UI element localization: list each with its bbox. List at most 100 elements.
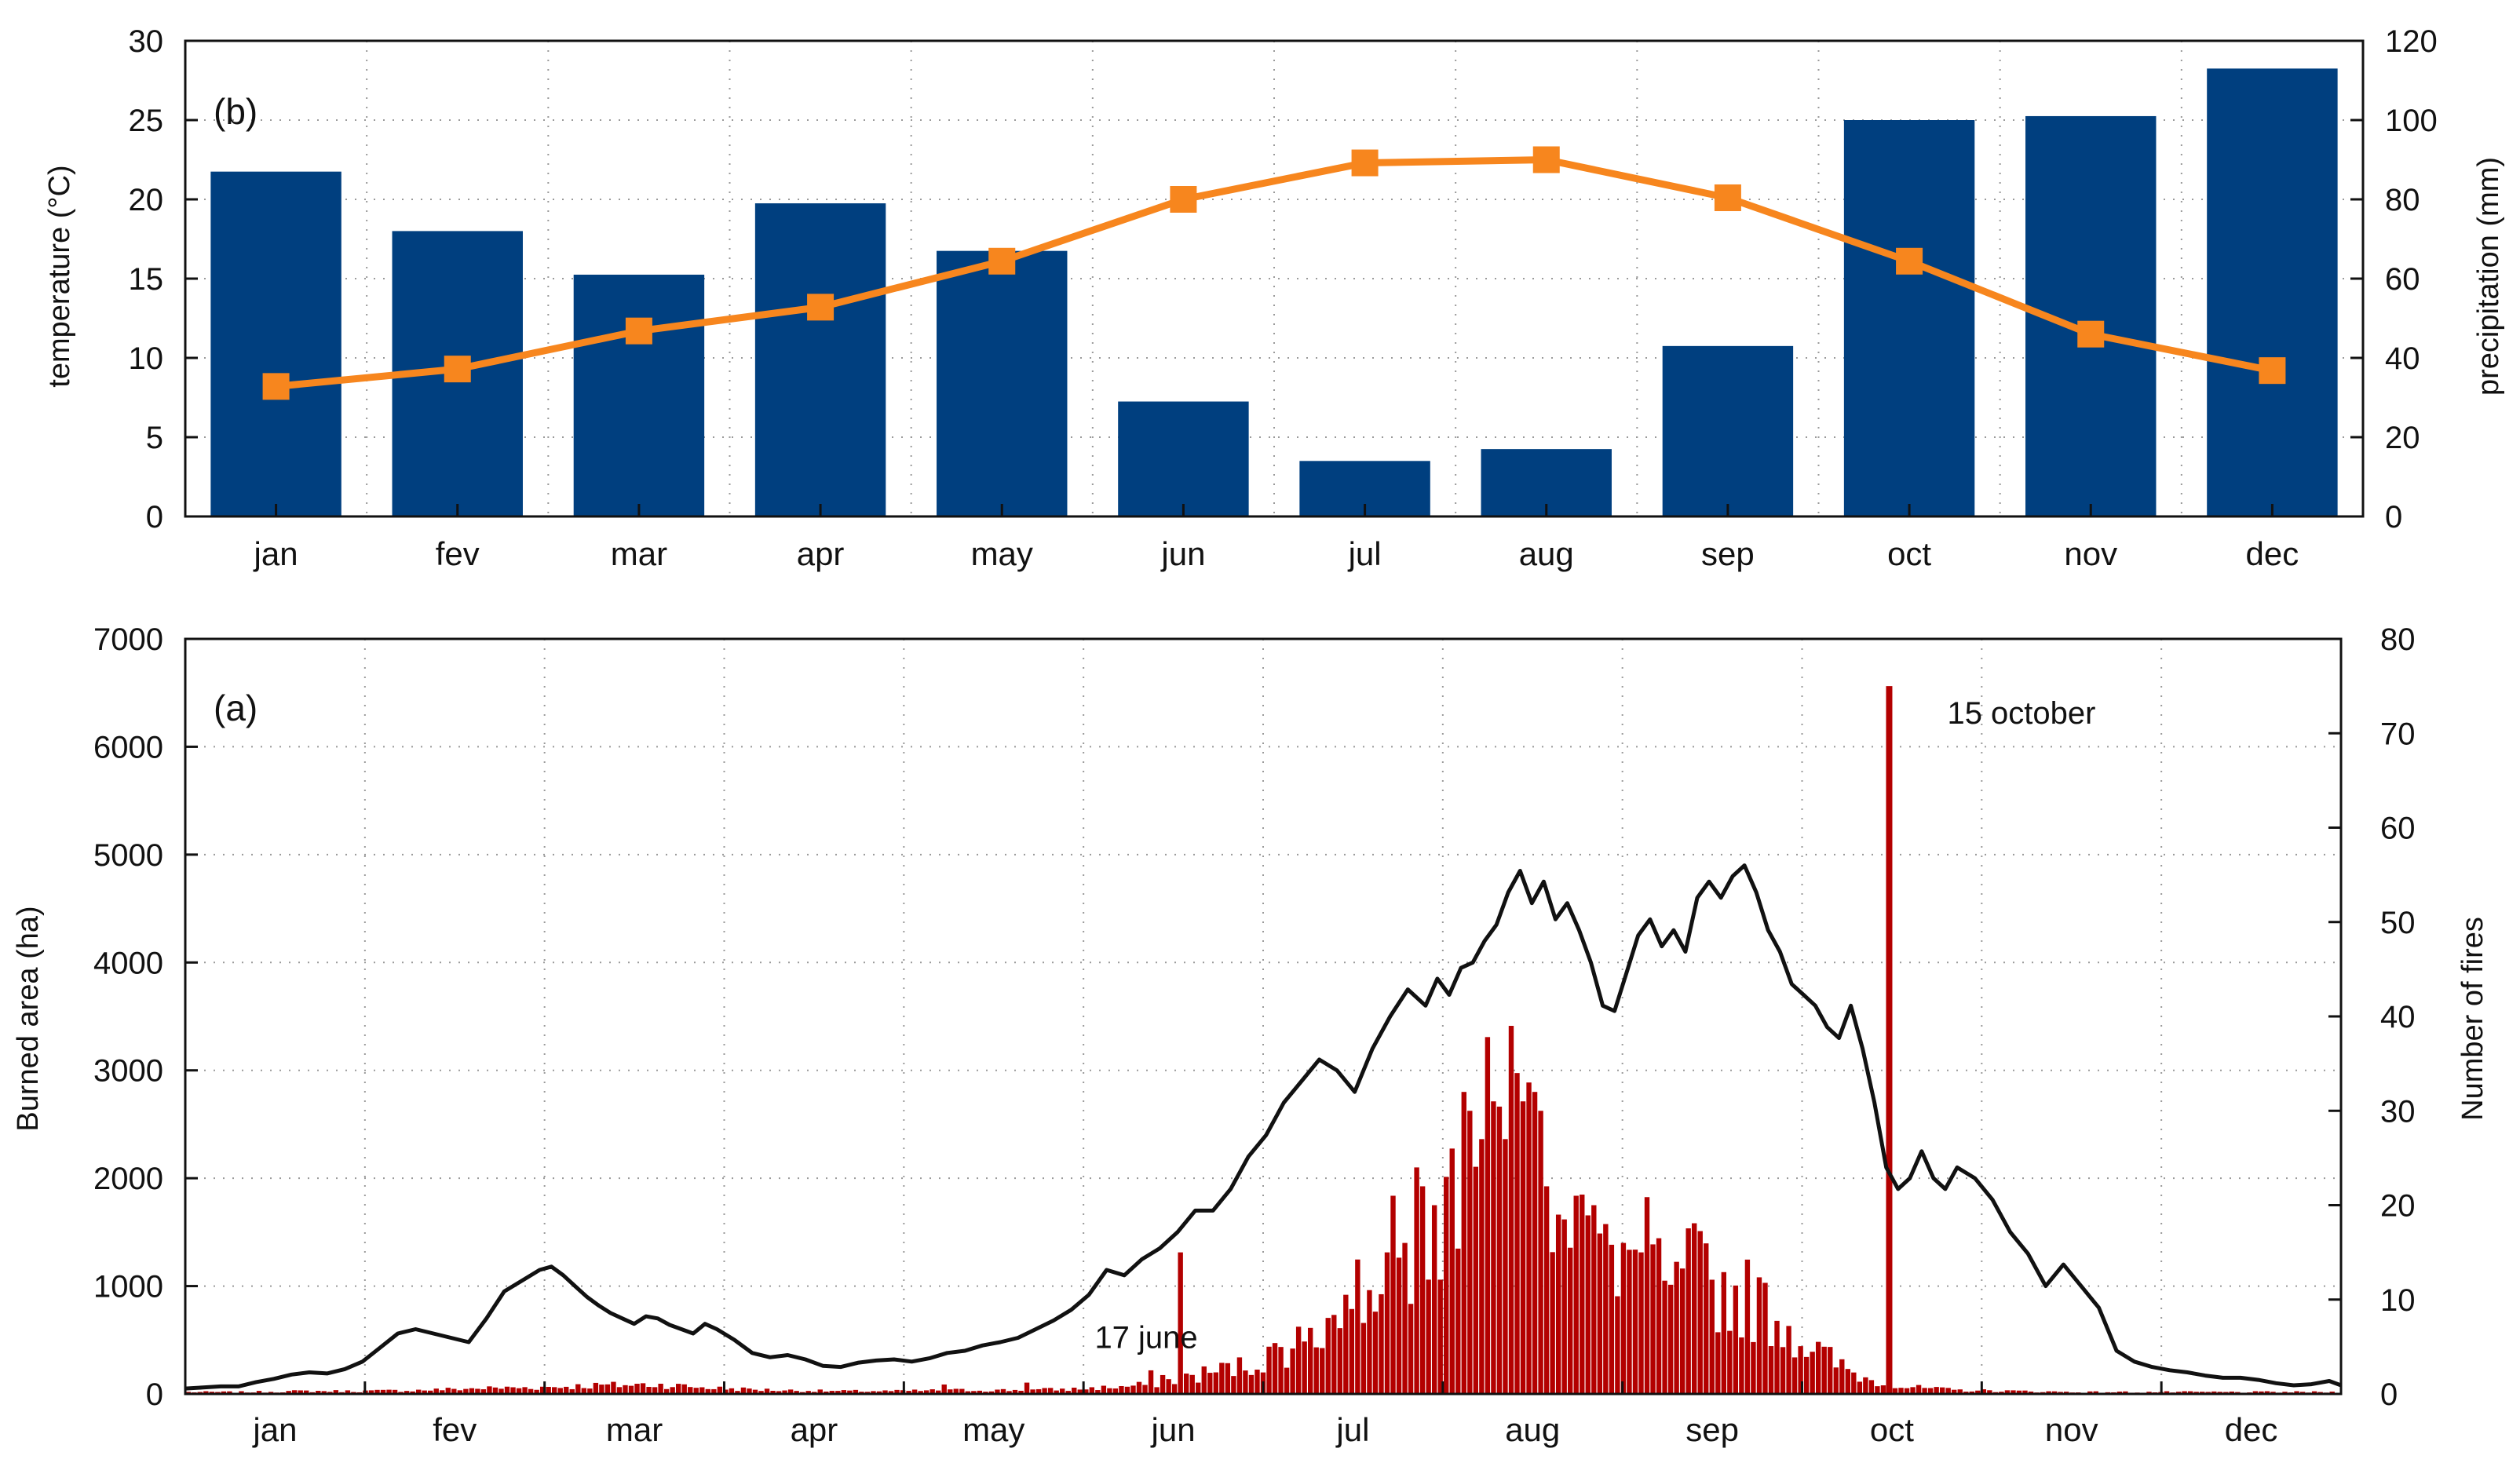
fires-bar bbox=[1154, 1387, 1160, 1394]
fires-bar bbox=[1142, 1385, 1148, 1394]
a-left-tick-label: 0 bbox=[146, 1377, 163, 1412]
fires-bar bbox=[316, 1391, 321, 1394]
fires-bar bbox=[593, 1382, 599, 1394]
fires-bar bbox=[1679, 1268, 1685, 1394]
b-right-tick-label: 80 bbox=[2385, 183, 2420, 217]
fires-bar bbox=[1627, 1250, 1632, 1394]
fires-bar bbox=[2187, 1391, 2193, 1394]
fires-bar bbox=[522, 1387, 528, 1394]
a-right-tick-label: 80 bbox=[2380, 622, 2416, 657]
fires-bar bbox=[1290, 1348, 1295, 1394]
fires-bar bbox=[1431, 1205, 1437, 1394]
fires-bar bbox=[977, 1390, 983, 1394]
temperature-point-sep bbox=[1714, 184, 1741, 211]
temperature-point-may bbox=[988, 247, 1016, 275]
a-month-label-apr: apr bbox=[791, 1411, 838, 1448]
fires-bar bbox=[581, 1388, 587, 1394]
fires-bar bbox=[1927, 1388, 1934, 1394]
fires-bar bbox=[1922, 1388, 1927, 1394]
fires-bar bbox=[670, 1387, 675, 1394]
fires-bar bbox=[1018, 1390, 1024, 1394]
fires-bar bbox=[1302, 1341, 1307, 1394]
fires-bar bbox=[1313, 1347, 1319, 1394]
fires-bar bbox=[1101, 1385, 1107, 1394]
fires-bar bbox=[681, 1384, 687, 1394]
a-left-tick-label: 6000 bbox=[93, 730, 163, 764]
fires-bar bbox=[1833, 1367, 1839, 1394]
fires-bar bbox=[304, 1390, 309, 1394]
fires-bar bbox=[658, 1383, 663, 1394]
fires-bar bbox=[1390, 1195, 1396, 1394]
fires-bar bbox=[1916, 1385, 1922, 1394]
fires-bar bbox=[853, 1389, 859, 1394]
fires-bar bbox=[1473, 1166, 1479, 1394]
fires-bar bbox=[723, 1389, 729, 1394]
fires-bar bbox=[787, 1389, 794, 1394]
fires-bar bbox=[1201, 1366, 1207, 1394]
fires-bar bbox=[688, 1387, 693, 1394]
fires-bar bbox=[611, 1381, 616, 1394]
fires-bar bbox=[475, 1388, 480, 1394]
fires-bar bbox=[1414, 1167, 1419, 1394]
fires-bar bbox=[203, 1391, 209, 1394]
a-left-tick-label: 3000 bbox=[93, 1054, 163, 1089]
fires-bar bbox=[841, 1390, 847, 1394]
fires-bar bbox=[564, 1386, 569, 1394]
fires-bar bbox=[735, 1391, 740, 1394]
fires-bar bbox=[1892, 1388, 1898, 1394]
fires-bar bbox=[1863, 1377, 1868, 1394]
fires-bar bbox=[1786, 1326, 1791, 1394]
fires-bar bbox=[221, 1391, 227, 1394]
temperature-point-jun bbox=[1170, 186, 1197, 213]
fires-bar bbox=[1704, 1243, 1709, 1394]
fires-bar bbox=[2211, 1391, 2217, 1394]
fires-bar bbox=[457, 1390, 463, 1394]
fires-bar bbox=[534, 1389, 539, 1394]
fires-bar bbox=[1987, 1390, 1992, 1394]
b-month-label-jan: jan bbox=[253, 535, 298, 572]
fires-bar bbox=[918, 1391, 923, 1394]
fires-bar bbox=[699, 1387, 705, 1394]
b-left-tick-label: 20 bbox=[129, 183, 164, 217]
fires-bar bbox=[415, 1389, 422, 1394]
fires-bar bbox=[1910, 1387, 1916, 1394]
fires-bar bbox=[1875, 1386, 1880, 1394]
b-right-tick-label: 40 bbox=[2385, 341, 2420, 376]
panel-b-climate: 0 5 10 15 20 25 30 0 20 40 60 80 100 120 jan fev mar ap… bbox=[43, 24, 2505, 572]
fires-bar bbox=[1981, 1389, 1987, 1394]
fires-bar bbox=[923, 1390, 929, 1394]
fires-bar bbox=[640, 1383, 646, 1394]
fires-bar bbox=[2229, 1391, 2235, 1394]
b-month-label-oct: oct bbox=[1887, 535, 1931, 572]
fires-bar bbox=[782, 1390, 787, 1394]
fires-bar bbox=[971, 1391, 977, 1394]
fires-bar bbox=[1325, 1318, 1331, 1394]
fires-bar bbox=[433, 1388, 439, 1394]
fires-bar bbox=[1437, 1279, 1443, 1394]
temperature-point-dec bbox=[2259, 357, 2286, 385]
fires-bar bbox=[1945, 1388, 1951, 1394]
fires-bar bbox=[717, 1386, 723, 1394]
fires-bar bbox=[1756, 1277, 1762, 1394]
a-month-label-aug: aug bbox=[1505, 1411, 1560, 1448]
fires-bar bbox=[652, 1387, 658, 1394]
fires-bar bbox=[1160, 1374, 1166, 1394]
fires-bar bbox=[2294, 1391, 2299, 1394]
a-right-tick-label: 20 bbox=[2380, 1189, 2416, 1224]
fires-bar bbox=[995, 1389, 1000, 1394]
temperature-point-oct bbox=[1896, 247, 1923, 275]
fires-bar bbox=[1975, 1390, 1981, 1394]
fires-bar bbox=[1508, 1026, 1514, 1394]
fires-bar bbox=[871, 1391, 876, 1394]
temperature-point-fev bbox=[444, 356, 471, 383]
fires-bar bbox=[428, 1390, 433, 1394]
fires-bar bbox=[1555, 1214, 1561, 1394]
fires-bar bbox=[876, 1391, 882, 1394]
b-month-label-sep: sep bbox=[1701, 535, 1755, 572]
fires-bar bbox=[1248, 1374, 1255, 1394]
fires-bar bbox=[1514, 1073, 1520, 1394]
fires-bar bbox=[1207, 1373, 1213, 1394]
fires-bar bbox=[1095, 1390, 1101, 1394]
fires-bar bbox=[1196, 1382, 1201, 1394]
fires-bar bbox=[1798, 1346, 1803, 1394]
